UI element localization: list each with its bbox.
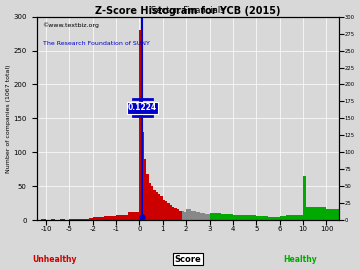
Bar bbox=[104, 216, 116, 220]
Bar bbox=[93, 217, 104, 220]
Bar bbox=[195, 212, 200, 220]
Bar bbox=[156, 192, 158, 220]
Bar bbox=[149, 183, 151, 220]
Bar bbox=[175, 208, 177, 220]
Bar bbox=[147, 174, 149, 220]
Bar bbox=[77, 219, 85, 220]
Text: 0.1224: 0.1224 bbox=[128, 103, 157, 112]
Bar bbox=[153, 190, 156, 220]
Bar bbox=[205, 214, 210, 220]
Bar bbox=[303, 176, 306, 220]
Bar bbox=[142, 132, 144, 220]
Bar bbox=[128, 212, 139, 220]
Bar bbox=[165, 201, 167, 220]
Bar bbox=[285, 215, 303, 220]
Text: Healthy: Healthy bbox=[283, 255, 317, 264]
Text: The Research Foundation of SUNY: The Research Foundation of SUNY bbox=[42, 41, 149, 46]
Bar bbox=[151, 186, 153, 220]
Bar bbox=[170, 205, 172, 220]
Bar bbox=[158, 194, 161, 220]
Text: Unhealthy: Unhealthy bbox=[32, 255, 77, 264]
Bar bbox=[179, 211, 181, 220]
Bar bbox=[172, 207, 175, 220]
Bar bbox=[163, 200, 165, 220]
Title: Z-Score Histogram for YCB (2015): Z-Score Histogram for YCB (2015) bbox=[95, 6, 281, 16]
Text: Score: Score bbox=[175, 255, 201, 264]
Bar bbox=[233, 215, 245, 220]
Bar bbox=[306, 207, 327, 220]
Bar bbox=[280, 216, 285, 220]
Bar bbox=[268, 217, 280, 220]
Bar bbox=[245, 215, 256, 220]
Bar bbox=[200, 213, 205, 220]
Bar bbox=[210, 213, 221, 220]
Bar bbox=[144, 159, 147, 220]
Bar bbox=[256, 216, 268, 220]
Bar bbox=[116, 215, 128, 220]
Bar bbox=[177, 209, 179, 220]
Bar bbox=[221, 214, 233, 220]
Bar bbox=[161, 196, 163, 220]
Bar bbox=[184, 212, 186, 220]
Bar bbox=[85, 219, 89, 220]
Bar bbox=[191, 211, 195, 220]
Bar bbox=[181, 211, 184, 220]
Bar bbox=[167, 203, 170, 220]
Bar bbox=[139, 30, 142, 220]
Text: Sector: Financials: Sector: Financials bbox=[151, 6, 225, 15]
Bar bbox=[69, 219, 77, 220]
Bar bbox=[327, 209, 339, 220]
Bar bbox=[186, 209, 191, 220]
Text: ©www.textbiz.org: ©www.textbiz.org bbox=[42, 23, 99, 28]
Bar bbox=[89, 218, 93, 220]
Y-axis label: Number of companies (1067 total): Number of companies (1067 total) bbox=[5, 64, 10, 173]
